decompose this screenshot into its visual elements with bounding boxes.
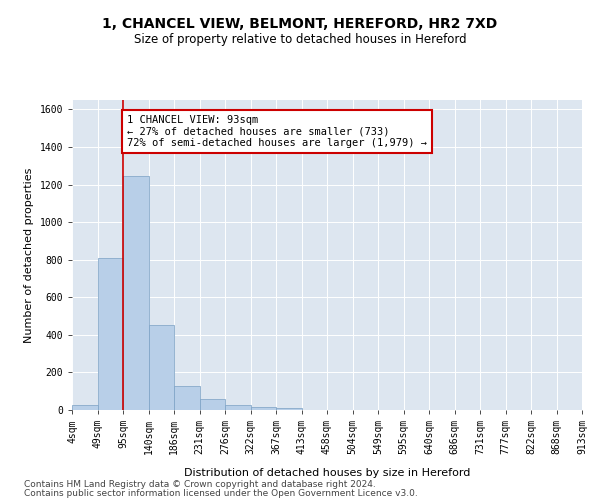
- Bar: [251, 407, 276, 410]
- Bar: [72, 406, 97, 410]
- Bar: [97, 258, 123, 410]
- Text: Contains public sector information licensed under the Open Government Licence v3: Contains public sector information licen…: [24, 488, 418, 498]
- Bar: [276, 408, 302, 410]
- Text: Distribution of detached houses by size in Hereford: Distribution of detached houses by size …: [184, 468, 470, 477]
- Bar: [225, 406, 251, 410]
- Bar: [149, 324, 174, 410]
- Bar: [174, 386, 199, 410]
- Text: 1 CHANCEL VIEW: 93sqm
← 27% of detached houses are smaller (733)
72% of semi-det: 1 CHANCEL VIEW: 93sqm ← 27% of detached …: [127, 115, 427, 148]
- Bar: [123, 176, 149, 410]
- Text: 1, CHANCEL VIEW, BELMONT, HEREFORD, HR2 7XD: 1, CHANCEL VIEW, BELMONT, HEREFORD, HR2 …: [103, 18, 497, 32]
- Text: Size of property relative to detached houses in Hereford: Size of property relative to detached ho…: [134, 32, 466, 46]
- Y-axis label: Number of detached properties: Number of detached properties: [24, 168, 34, 342]
- Bar: [199, 398, 225, 410]
- Text: Contains HM Land Registry data © Crown copyright and database right 2024.: Contains HM Land Registry data © Crown c…: [24, 480, 376, 489]
